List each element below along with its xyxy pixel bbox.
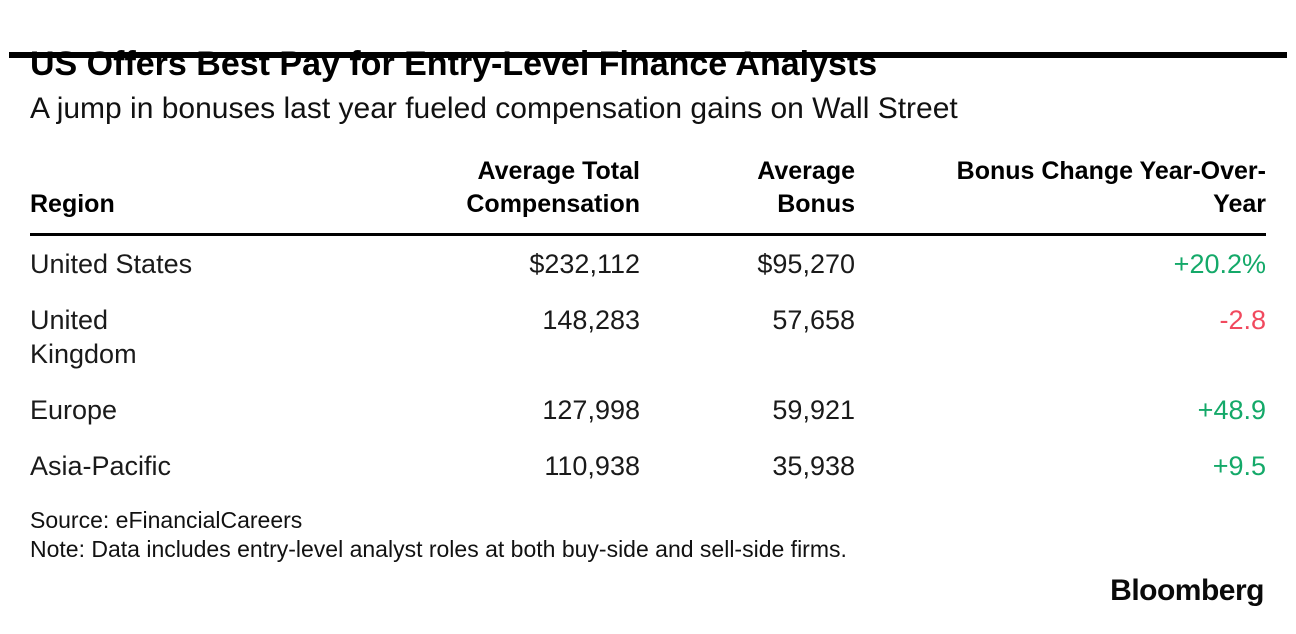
- table-header-row: Region Average Total Compensation Averag…: [30, 155, 1266, 236]
- compensation-table: Region Average Total Compensation Averag…: [30, 155, 1266, 494]
- page-title: US Offers Best Pay for Entry-Level Finan…: [30, 45, 878, 83]
- page-subtitle: A jump in bonuses last year fueled compe…: [30, 91, 958, 125]
- note-line: Note: Data includes entry-level analyst …: [30, 535, 847, 562]
- avg-total-compensation-cell: 127,998: [542, 394, 640, 425]
- table-row: United Kingdom 148,283 57,658 -2.8: [30, 292, 1266, 382]
- region-cell: Asia-Pacific: [30, 450, 172, 481]
- avg-bonus-cell: $95,270: [757, 248, 855, 279]
- bloomberg-graphic: US Offers Best Pay for Entry-Level Finan…: [0, 44, 1296, 634]
- avg-bonus-cell: 57,658: [772, 304, 855, 335]
- region-cell: United Kingdom: [30, 304, 137, 369]
- bonus-change-cell: +9.5: [1212, 450, 1266, 481]
- avg-total-compensation-cell: 110,938: [544, 450, 640, 481]
- footer: Source: eFinancialCareers Note: Data inc…: [30, 506, 1266, 564]
- bonus-change-cell: -2.8: [1219, 304, 1266, 335]
- avg-total-compensation-cell: 148,283: [542, 304, 640, 335]
- table-row: United States $232,112 $95,270 +20.2%: [30, 236, 1266, 292]
- column-header-avg-bonus: Average Bonus: [757, 156, 855, 218]
- source-line: Source: eFinancialCareers: [30, 506, 303, 533]
- bloomberg-wordmark: Bloomberg: [1110, 574, 1264, 607]
- bonus-change-cell: +48.9: [1197, 394, 1266, 425]
- column-header-bonus-change: Bonus Change Year-Over- Year: [956, 156, 1266, 218]
- bonus-change-cell: +20.2%: [1173, 248, 1266, 279]
- table-row: Europe 127,998 59,921 +48.9: [30, 382, 1266, 438]
- region-cell: United States: [30, 248, 193, 279]
- column-header-avg-total-compensation: Average Total Compensation: [466, 156, 640, 218]
- top-accent-bar: [9, 52, 1287, 58]
- avg-bonus-cell: 35,938: [772, 450, 855, 481]
- column-header-region: Region: [30, 189, 115, 218]
- region-cell: Europe: [30, 394, 118, 425]
- avg-total-compensation-cell: $232,112: [529, 248, 640, 279]
- avg-bonus-cell: 59,921: [772, 394, 855, 425]
- table-row: Asia-Pacific 110,938 35,938 +9.5: [30, 438, 1266, 494]
